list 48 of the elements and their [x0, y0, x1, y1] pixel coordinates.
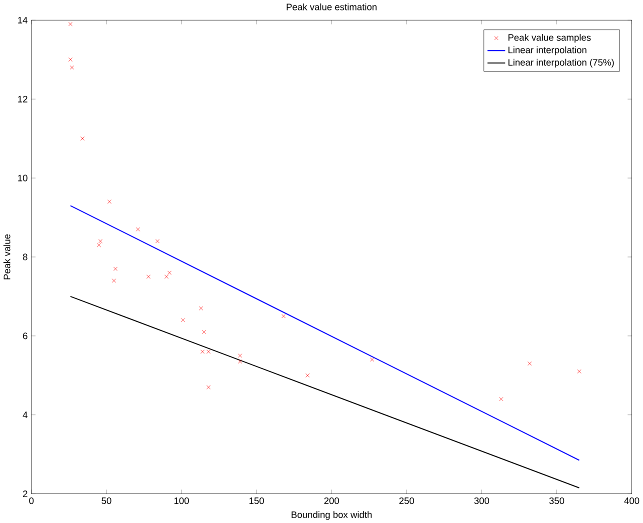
point: [282, 314, 286, 318]
y-tick-label: 12: [18, 96, 28, 102]
point: [180, 318, 186, 322]
point: [164, 274, 169, 279]
point: [146, 274, 151, 279]
x-tick-label: 300: [474, 497, 490, 504]
point: [577, 369, 582, 374]
y-axis-title: Peak value: [3, 234, 10, 280]
point: [155, 239, 160, 244]
y-tick-label: 10: [18, 174, 28, 182]
y-tick-label: 2: [23, 490, 28, 497]
point: [96, 242, 101, 248]
point: [528, 361, 532, 366]
point: [70, 65, 74, 70]
point: [306, 373, 310, 378]
x-tick-label: 50: [102, 497, 112, 504]
point: [198, 306, 204, 310]
point: [80, 136, 84, 140]
point: [136, 227, 140, 232]
point: [113, 266, 118, 271]
y-tick-label: 4: [22, 412, 28, 418]
point: [68, 22, 72, 26]
point: [112, 278, 116, 283]
x-axis-title: Bounding box width: [292, 511, 372, 520]
point: [499, 396, 504, 401]
point: [202, 330, 206, 334]
legend-label: Peak value samples: [508, 34, 591, 43]
x-tick-label: 400: [624, 497, 640, 504]
x-tick-label: 200: [324, 497, 340, 504]
chart-title: Peak value estimation: [286, 3, 377, 10]
x-tick-label: 0: [29, 497, 34, 504]
point: [68, 57, 72, 62]
point: [206, 385, 211, 390]
point: [167, 270, 172, 275]
point: [370, 357, 374, 362]
legend-label: Linear interpolation (75%): [508, 58, 614, 68]
x-tick-label: 150: [249, 497, 264, 504]
x-tick-label: 100: [174, 497, 189, 504]
y-tick-label: 6: [23, 332, 28, 340]
legend-label: Linear interpolation: [508, 46, 586, 55]
x-tick-label: 350: [549, 497, 564, 504]
y-tick-label: 8: [22, 254, 28, 260]
point: [238, 359, 242, 364]
y-tick-label: 14: [18, 16, 28, 24]
point: [98, 239, 102, 244]
point: [107, 200, 112, 204]
x-tick-label: 250: [399, 497, 414, 504]
point: [238, 353, 242, 358]
